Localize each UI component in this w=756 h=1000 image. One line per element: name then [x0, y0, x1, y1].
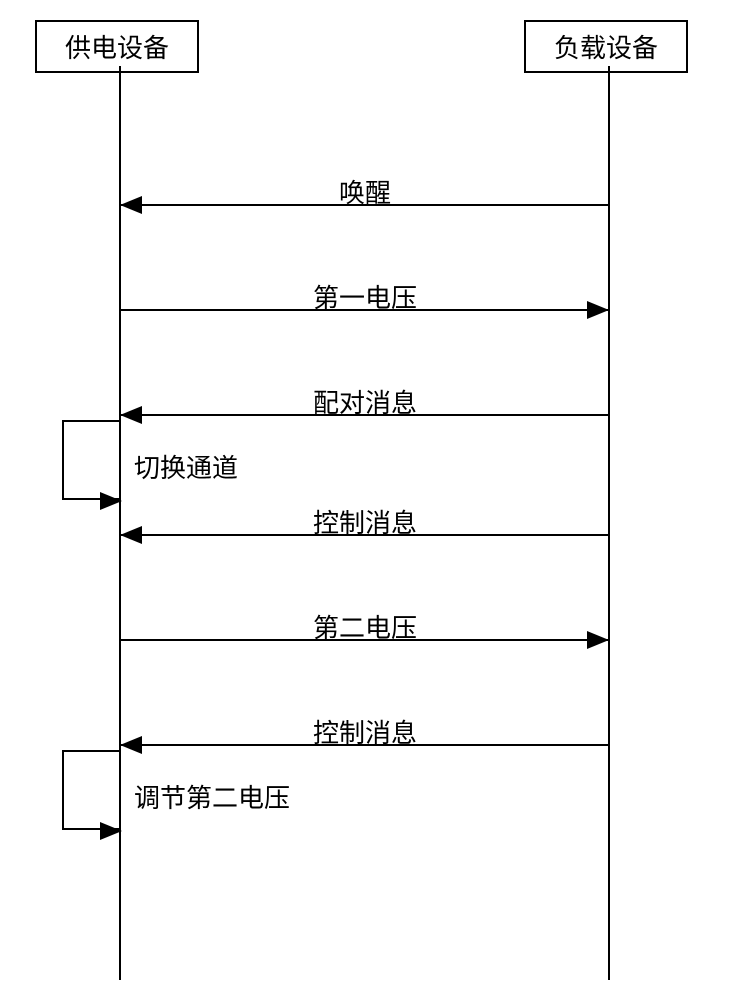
arrow-head-left-icon [120, 736, 142, 754]
self-message-loop [62, 750, 120, 830]
message-label: 第二电压 [313, 608, 417, 645]
participant-left-label: 供电设备 [65, 34, 169, 63]
arrow-head-right-icon [587, 631, 609, 649]
arrow-head-right-icon [587, 301, 609, 319]
participant-left-box: 供电设备 [35, 20, 199, 73]
message-label: 第一电压 [313, 278, 417, 315]
message-label: 控制消息 [313, 713, 417, 750]
arrow-head-left-icon [120, 196, 142, 214]
arrow-head-left-icon [120, 406, 142, 424]
self-arrow-head-icon [100, 822, 122, 840]
self-message-loop [62, 420, 120, 500]
message-label: 配对消息 [313, 383, 417, 420]
participant-right-box: 负载设备 [524, 20, 688, 73]
message-label: 唤醒 [339, 173, 391, 210]
participant-right-label: 负载设备 [554, 34, 658, 63]
self-message-label: 调节第二电压 [134, 778, 290, 815]
self-message-label: 切换通道 [134, 448, 238, 485]
arrow-head-left-icon [120, 526, 142, 544]
self-arrow-head-icon [100, 492, 122, 510]
message-label: 控制消息 [313, 503, 417, 540]
